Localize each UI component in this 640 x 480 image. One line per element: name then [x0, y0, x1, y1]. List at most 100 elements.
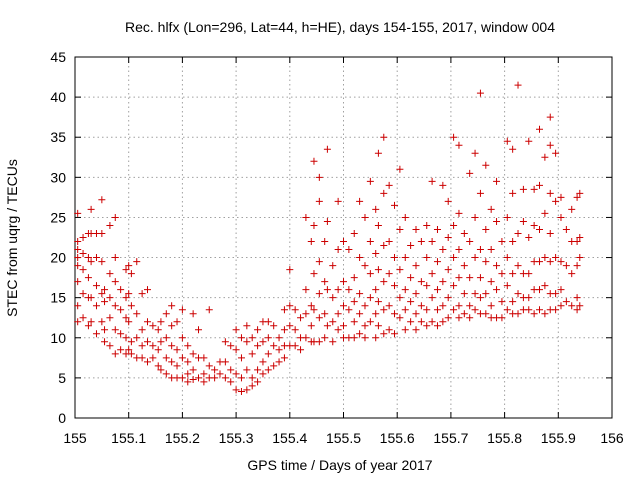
data-point [243, 386, 251, 394]
data-point [471, 290, 479, 298]
data-point [173, 318, 181, 326]
data-point [541, 153, 549, 161]
data-point [184, 378, 192, 386]
data-point [380, 242, 388, 250]
data-point [380, 133, 388, 141]
data-point [74, 254, 82, 262]
data-point [122, 314, 130, 322]
data-point [557, 193, 565, 201]
data-point [92, 282, 100, 290]
data-point [237, 388, 245, 396]
data-point [514, 229, 522, 237]
x-tick-label: 155.3 [219, 430, 254, 446]
data-point [576, 234, 584, 241]
data-point [168, 302, 176, 310]
data-point [243, 338, 251, 346]
data-point [237, 354, 245, 362]
data-point [391, 310, 399, 318]
data-point [122, 334, 130, 342]
data-point [503, 282, 511, 290]
data-point [254, 326, 262, 334]
data-point [143, 358, 151, 366]
data-point [74, 262, 82, 270]
data-point [321, 238, 329, 246]
data-point [476, 246, 484, 254]
data-point [471, 254, 479, 262]
data-point [380, 278, 388, 286]
data-point [143, 318, 151, 326]
data-point [259, 370, 267, 378]
data-point [503, 137, 511, 145]
data-point [536, 225, 544, 233]
data-point [385, 238, 393, 246]
data-point [514, 81, 522, 89]
data-point [133, 310, 141, 318]
data-point [562, 298, 570, 306]
data-point [162, 310, 170, 318]
data-point [460, 290, 468, 298]
data-point [396, 165, 404, 173]
data-point [374, 322, 382, 330]
data-point [391, 330, 399, 338]
x-tick-label: 155.2 [165, 430, 200, 446]
data-point [248, 334, 256, 342]
data-point [455, 141, 463, 149]
data-point [280, 326, 288, 334]
data-point [101, 298, 109, 306]
data-point [302, 286, 310, 294]
data-point [264, 350, 272, 358]
data-point [450, 133, 458, 141]
data-point [396, 314, 404, 322]
data-point [350, 334, 358, 342]
data-point [270, 342, 278, 350]
data-point [396, 266, 404, 274]
y-tick-label: 20 [50, 250, 66, 266]
data-point [149, 342, 157, 350]
data-point [391, 201, 399, 209]
data-point [423, 282, 431, 290]
data-point [573, 262, 581, 270]
data-point [385, 270, 393, 278]
data-point [433, 225, 441, 233]
data-point [361, 334, 369, 342]
data-point [205, 306, 213, 314]
data-point [154, 326, 162, 334]
data-point [259, 338, 267, 346]
data-point [372, 286, 380, 294]
data-point [248, 350, 256, 358]
data-point [576, 189, 584, 197]
data-point [117, 306, 125, 314]
data-point [568, 302, 576, 310]
data-point [372, 334, 380, 342]
data-point [98, 290, 106, 298]
data-point [157, 338, 165, 346]
data-point [345, 306, 353, 314]
data-point [576, 254, 584, 262]
data-point [184, 342, 192, 350]
data-point [275, 358, 283, 366]
data-point [275, 334, 283, 342]
data-point [195, 374, 203, 382]
y-tick-label: 10 [50, 330, 66, 346]
data-point [493, 217, 501, 225]
data-point [315, 258, 323, 266]
data-point [412, 262, 420, 270]
data-point [568, 205, 576, 213]
data-point [350, 318, 358, 326]
data-point [450, 282, 458, 290]
data-point [329, 318, 337, 326]
data-point [87, 258, 95, 266]
data-point [391, 282, 399, 290]
data-point [557, 286, 565, 294]
data-point [356, 290, 364, 298]
data-point [178, 306, 186, 314]
data-point [372, 250, 380, 258]
data-point [127, 350, 135, 358]
data-point [450, 221, 458, 229]
data-point [98, 229, 106, 237]
data-point [428, 318, 436, 326]
data-point [248, 382, 256, 390]
data-point [361, 302, 369, 310]
data-point [310, 270, 318, 278]
data-point [329, 338, 337, 346]
